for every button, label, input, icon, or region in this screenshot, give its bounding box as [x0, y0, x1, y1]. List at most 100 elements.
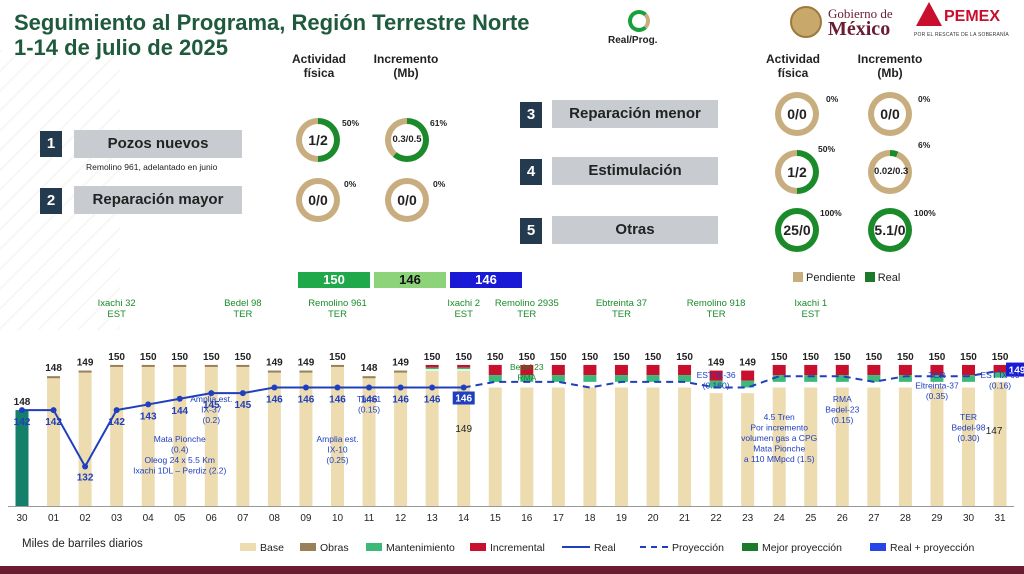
legend-pendiente: Pendiente: [806, 272, 856, 284]
logo-gob-line1: Gobierno de: [828, 6, 893, 21]
donut-pct: 100%: [914, 208, 936, 218]
category-number: 4: [520, 159, 542, 185]
bar-incremental: [962, 364, 975, 376]
bar-mantenimiento: [930, 375, 944, 382]
x-tick-label: 15: [490, 513, 502, 524]
bar-incremental: [709, 370, 723, 381]
bar-base: [741, 393, 755, 506]
bar-total-label: 150: [929, 352, 946, 363]
x-tick-label: 04: [143, 513, 155, 524]
category-label: Estimulación: [552, 157, 718, 185]
real-point: [429, 384, 436, 391]
bar-obras: [394, 370, 408, 373]
bar-mantenimiento: [867, 375, 881, 382]
intervention-annotation: a 110 MMpcd (1.5): [744, 454, 815, 464]
event-annotation: Ixachi 1: [794, 298, 827, 309]
bar-base: [551, 387, 565, 506]
bar-mantenimiento: [583, 375, 597, 382]
bar-total-label: 150: [424, 352, 441, 363]
category-label: Otras: [552, 216, 718, 244]
bar-total-label: 149: [739, 358, 756, 369]
bar-incremental: [488, 364, 502, 376]
real-point-label: 146: [424, 395, 441, 406]
proyeccion-line: [463, 369, 1001, 389]
donut-act-4: 1/2: [775, 150, 819, 194]
intervention-annotation: EST IX-60: [981, 370, 1020, 380]
pemex-logo-tagline: POR EL RESCATE DE LA SOBERANÍA: [914, 32, 1009, 38]
real-point: [19, 407, 25, 414]
donut-value: 25/0: [781, 214, 813, 246]
bar-base: [962, 387, 975, 506]
intervention-annotation: Tum-1: [357, 394, 382, 404]
bar-total-label: 150: [960, 352, 977, 363]
donut-inc-3: 0/0: [868, 92, 912, 136]
intervention-annotation: IX-10: [327, 445, 348, 455]
bar-incremental: [867, 364, 881, 376]
real-point: [50, 407, 57, 414]
donut-inc-5: 5.1/0: [868, 208, 912, 252]
intervention-annotation: Bedel 23: [510, 362, 544, 372]
x-tick-label: 26: [837, 513, 849, 524]
intervention-annotation: (0.160): [703, 381, 730, 391]
bar-base: [930, 387, 944, 506]
x-tick-label: 30: [16, 513, 28, 524]
bar-total-label: 150: [834, 352, 851, 363]
bar-base: [898, 387, 912, 506]
bar-incremental: [772, 364, 786, 376]
event-annotation: Ebtreinta 37: [596, 298, 647, 309]
legend-base: Base: [240, 542, 284, 554]
bar-mantenimiento: [457, 367, 471, 370]
bar-mantenimiento: [835, 375, 849, 382]
intervention-annotation: (0.35): [926, 391, 948, 401]
bar-total-label: 150: [203, 352, 220, 363]
x-tick-label: 25: [805, 513, 817, 524]
bar-mantenimiento: [962, 375, 975, 382]
bar-base: [835, 387, 849, 506]
event-annotation: TER: [707, 309, 726, 320]
real-point-label: 146: [298, 395, 315, 406]
x-tick-label: 07: [237, 513, 249, 524]
x-tick-label: 22: [711, 513, 723, 524]
intervention-annotation: Bedel-98: [951, 423, 985, 433]
real-point: [271, 384, 278, 391]
bar-incremental: [520, 364, 534, 376]
event-annotation: TER: [233, 309, 252, 320]
x-tick-label: 29: [931, 513, 943, 524]
real-point: [397, 384, 404, 391]
bar-incremental: [993, 364, 1007, 373]
legend-obras: Obras: [300, 542, 349, 554]
bar-total-label: 148: [361, 363, 378, 374]
real-point-label: 145: [203, 400, 220, 411]
bar-total-label: 150: [802, 352, 819, 363]
page-title-line2: 1-14 de julio de 2025: [14, 35, 228, 60]
real-point: [334, 384, 341, 391]
bar-total-label: 149: [298, 358, 315, 369]
x-tick-label: 21: [679, 513, 691, 524]
bar-total-label: 150: [550, 352, 567, 363]
x-tick-label: 28: [900, 513, 912, 524]
category-label: Pozos nuevos: [74, 130, 242, 158]
bar-base: [331, 364, 344, 506]
real-prog-donut-icon: [628, 10, 650, 32]
donut-value: 0/0: [874, 98, 906, 130]
bar-mantenimiento: [709, 380, 723, 388]
bar-obras: [78, 370, 92, 373]
bar-base: [78, 370, 92, 506]
bar-base: [993, 381, 1007, 506]
bar-incremental: [457, 364, 471, 368]
real-prog-label: Real/Prog.: [608, 35, 658, 46]
category-note: Remolino 961, adelantado en junio: [86, 162, 218, 172]
real-point-label: 144: [171, 406, 188, 417]
intervention-annotation: (0.15): [831, 415, 853, 425]
pemex-logo: PEMEX POR EL RESCATE DE LA SOBERANÍA: [914, 2, 1018, 46]
bar-total-label: 150: [171, 352, 188, 363]
bar-base: [47, 376, 61, 506]
real-point-label: 146: [361, 395, 378, 406]
x-tick-label: 03: [111, 513, 123, 524]
intervention-annotation: Eltreinta-37: [915, 381, 959, 391]
intervention-annotation: Mata Pionche: [154, 434, 206, 444]
x-tick-label: 19: [616, 513, 628, 524]
bar-base: [614, 387, 628, 506]
donut-pct: 50%: [342, 118, 360, 128]
category-number: 5: [520, 218, 542, 244]
